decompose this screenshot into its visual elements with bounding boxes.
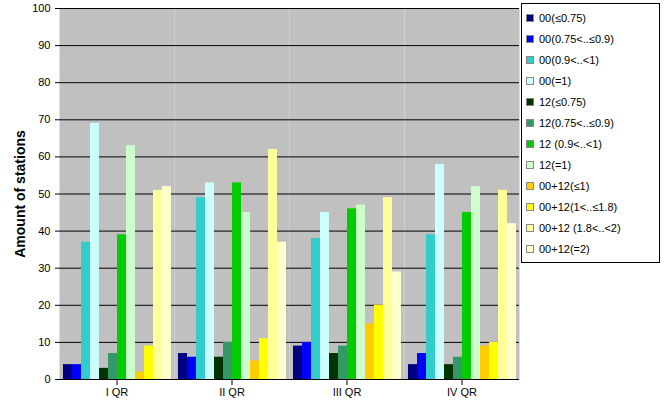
svg-text:10: 10 bbox=[38, 336, 50, 348]
svg-text:80: 80 bbox=[38, 76, 50, 88]
svg-text:40: 40 bbox=[38, 225, 50, 237]
html-text:00+12 (1.8<..<2): 00+12 (1.8<..<2) bbox=[539, 221, 621, 234]
html-text:00+12(1<..≤1.8): 00+12(1<..≤1.8) bbox=[539, 200, 618, 213]
svg-text:90: 90 bbox=[38, 39, 50, 51]
svg-text:III QR: III QR bbox=[333, 386, 362, 398]
svg-text:I QR: I QR bbox=[106, 386, 129, 398]
html-text:00(=1): 00(=1) bbox=[539, 74, 572, 87]
svg-text:50: 50 bbox=[38, 188, 50, 200]
html-text:12(≤0.75): 12(≤0.75) bbox=[539, 95, 586, 108]
svg-text:70: 70 bbox=[38, 113, 50, 125]
svg-text:Amount of stations: Amount of stations bbox=[12, 130, 28, 258]
html-text:12 (0.9<..<1): 12 (0.9<..<1) bbox=[539, 137, 602, 150]
svg-text:IV QR: IV QR bbox=[447, 386, 477, 398]
html-text:12(0.75<..≤0.9): 12(0.75<..≤0.9) bbox=[539, 116, 614, 129]
svg-text:II QR: II QR bbox=[219, 386, 245, 398]
html-text:00+12(=2): 00+12(=2) bbox=[539, 242, 590, 255]
svg-text:20: 20 bbox=[38, 299, 50, 311]
html-text:00(0.75<..≤0.9): 00(0.75<..≤0.9) bbox=[539, 32, 614, 45]
svg-text:100: 100 bbox=[32, 2, 50, 14]
html-text:12(=1): 12(=1) bbox=[539, 158, 572, 171]
svg-text:30: 30 bbox=[38, 262, 50, 274]
svg-text:60: 60 bbox=[38, 150, 50, 162]
html-text:00(0.9<..<1): 00(0.9<..<1) bbox=[539, 53, 599, 66]
svg-text:0: 0 bbox=[44, 373, 50, 385]
html-text:00+12(≤1): 00+12(≤1) bbox=[539, 179, 590, 192]
html-text:00(≤0.75): 00(≤0.75) bbox=[539, 11, 586, 24]
